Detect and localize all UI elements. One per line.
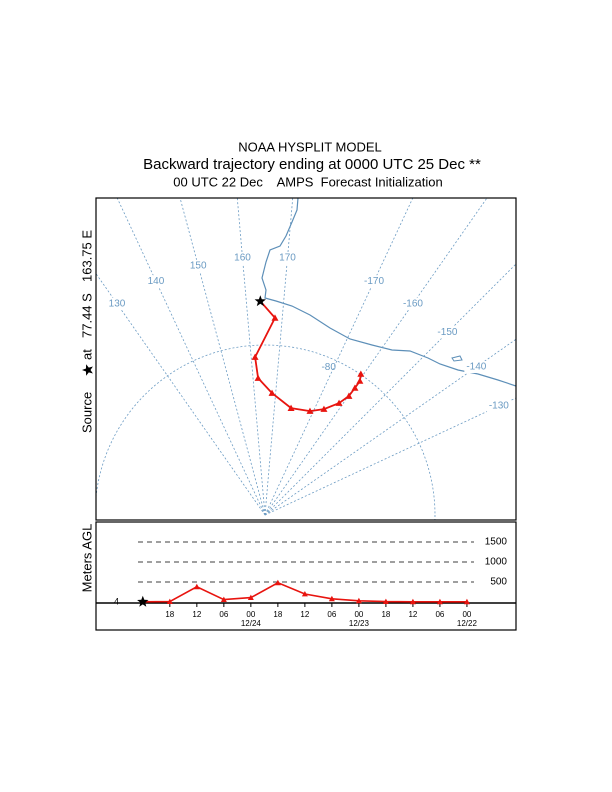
y-axis-label: Meters AGL: [79, 524, 94, 593]
label-bg: [275, 251, 300, 264]
meridian: [264, 263, 516, 516]
meridian: [264, 338, 516, 516]
label-bg: [230, 251, 255, 264]
meridian: [96, 272, 266, 516]
meridian-label: 150: [190, 260, 207, 271]
trajectory-marker: [271, 314, 279, 321]
x-tick-label: 00: [462, 610, 471, 619]
height-marker: [328, 595, 335, 602]
source-word: Source: [79, 392, 94, 433]
meridian: [179, 198, 266, 516]
source-star: [254, 295, 266, 307]
label-bg: [464, 361, 489, 374]
meridian-label: -150: [437, 327, 457, 338]
x-tick-label: 00: [354, 610, 363, 619]
label-bg: [186, 259, 211, 272]
trajectory-marker: [268, 389, 276, 396]
height-marker: [301, 591, 308, 597]
x-tick-label: 18: [381, 610, 390, 619]
height-frame: [95, 521, 517, 631]
trajectory-marker: [356, 377, 364, 384]
meridian-label: 160: [234, 253, 251, 264]
height-marker: [220, 596, 227, 602]
trajectory-marker: [306, 407, 314, 414]
meridian: [264, 198, 488, 516]
height-marker: [355, 597, 362, 604]
label-bg: [400, 297, 425, 310]
x-tick-label: 06: [327, 610, 336, 619]
height-marker: [193, 583, 200, 590]
date-label: 12/24: [241, 619, 262, 628]
label-bg: [105, 297, 130, 310]
meridian: [264, 198, 294, 516]
trajectory-marker: [351, 384, 359, 391]
trajectory-marker: [345, 392, 353, 399]
meridian-label: -160: [403, 298, 423, 309]
source-star: [137, 595, 149, 607]
parallel-label: -80: [321, 362, 336, 373]
source-label: Source at 77.44 S 163.75 E: [79, 230, 94, 433]
meridian-label: -170: [364, 276, 384, 287]
x-tick-label: 06: [435, 610, 444, 619]
height-marker: [463, 598, 470, 605]
date-label: 12/23: [349, 619, 370, 628]
trajectory-marker: [254, 374, 262, 381]
trajectory-marker: [320, 405, 328, 412]
source-lat: 77.44 S: [79, 293, 94, 338]
meridian-label: 170: [279, 253, 296, 264]
x-tick-label: 12: [300, 610, 309, 619]
meridian: [236, 198, 266, 516]
label-bg: [435, 326, 460, 339]
label-bg: [486, 399, 511, 412]
x-tick-label: 00: [246, 610, 255, 619]
height-marker: [409, 598, 416, 605]
x-tick-label: 18: [165, 610, 174, 619]
trajectory-marker: [357, 370, 365, 377]
height-marker: [382, 598, 389, 604]
x-tick-label: 12: [408, 610, 417, 619]
trajectory-marker: [251, 353, 259, 360]
x-tick-label: 18: [273, 610, 282, 619]
x-tick-label: 06: [219, 610, 228, 619]
source-height: 4: [114, 596, 119, 606]
y-tick-label: 500: [490, 577, 507, 588]
meridian-label: -140: [466, 362, 486, 373]
height-marker: [247, 594, 254, 600]
x-tick-label: 12: [192, 610, 201, 619]
parallel: [96, 344, 436, 520]
label-bg: [362, 275, 387, 288]
trajectory-marker: [287, 404, 295, 411]
meridian: [264, 397, 516, 516]
map-frame: [95, 197, 517, 521]
source-at: at: [79, 349, 94, 360]
trajectory-marker: [335, 399, 343, 406]
height-marker: [436, 598, 443, 605]
coastline: [261, 198, 516, 387]
meridian: [264, 198, 414, 516]
meridian-label: 140: [148, 276, 165, 287]
star-icon: [82, 364, 93, 376]
y-tick-label: 1000: [485, 557, 508, 568]
meridian-label: -130: [489, 401, 509, 412]
meridian-label: 130: [109, 298, 126, 309]
caption: 00 UTC 22 Dec AMPS Forecast Initializati…: [173, 174, 443, 189]
island: [451, 355, 463, 362]
subtitle: Backward trajectory ending at 0000 UTC 2…: [143, 156, 481, 173]
title: NOAA HYSPLIT MODEL: [238, 139, 382, 154]
height-marker: [166, 598, 173, 604]
height-marker: [274, 579, 281, 586]
meridian: [116, 198, 266, 516]
y-tick-label: 1500: [485, 537, 508, 548]
date-label: 12/22: [457, 619, 478, 628]
map: 130 140 150 160 170 -170 -160 -150 -140 -130 -80: [96, 198, 516, 520]
label-bg: [143, 275, 168, 288]
source-lon: 163.75 E: [79, 230, 94, 282]
